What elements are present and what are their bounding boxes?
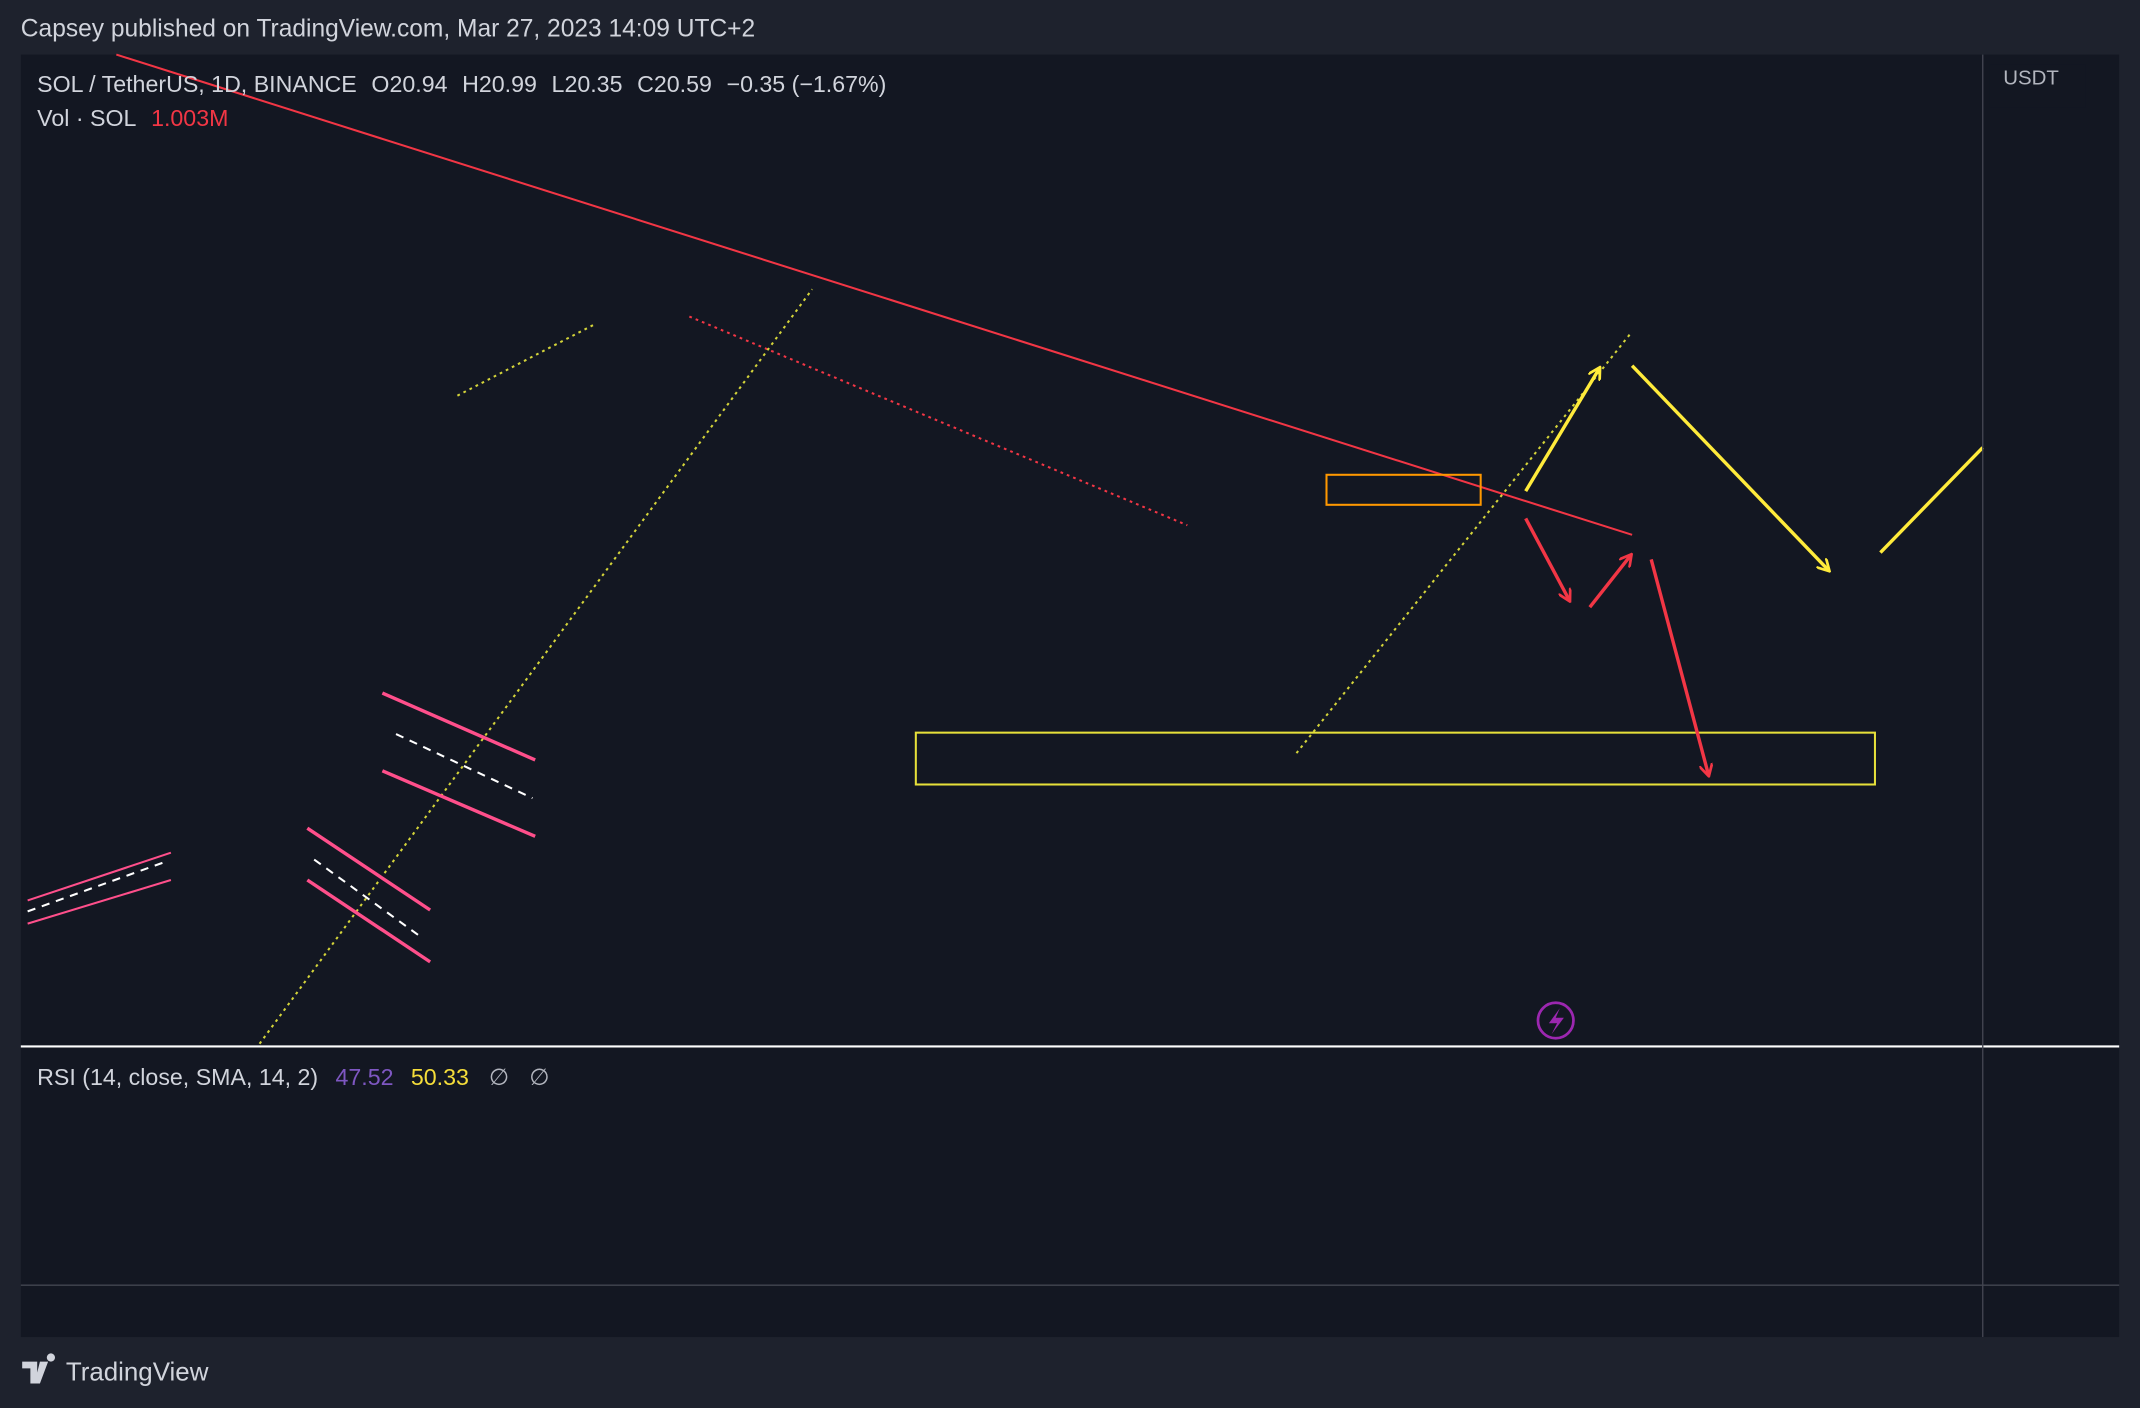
rsi-last: 47.52 bbox=[335, 1064, 393, 1090]
arrow bbox=[1524, 517, 1570, 600]
brand-logo bbox=[22, 1353, 55, 1384]
trendline bbox=[688, 315, 1188, 527]
legend: SOL / TetherUS, 1D, BINANCE O20.94 H20.9… bbox=[37, 71, 886, 97]
flag-line bbox=[306, 826, 432, 912]
brand: TradingView bbox=[66, 1359, 209, 1387]
alert-icon-bolt bbox=[1548, 1008, 1564, 1035]
legend-high: H20.99 bbox=[462, 71, 537, 97]
dashed-path bbox=[313, 858, 424, 940]
flag-line bbox=[27, 851, 172, 902]
axis-title-bg bbox=[1989, 64, 2086, 108]
legend-title: SOL / TetherUS, 1D, BINANCE bbox=[37, 71, 357, 97]
rsi-ma-last: 50.33 bbox=[411, 1064, 469, 1090]
flag-line bbox=[306, 878, 432, 964]
legend-change: −0.35 (−1.67%) bbox=[727, 71, 887, 97]
volume-last: 1.003M bbox=[151, 105, 228, 131]
chart-background bbox=[20, 54, 2120, 1338]
flag-line bbox=[27, 879, 172, 925]
trendline bbox=[116, 53, 1633, 536]
arrow bbox=[1588, 555, 1631, 609]
support-box bbox=[914, 731, 1876, 786]
axis-unit: USDT bbox=[2003, 67, 2059, 90]
publisher: Capsey published on TradingView.com, Mar… bbox=[21, 15, 755, 42]
trendline bbox=[258, 288, 813, 1045]
arrow bbox=[1630, 364, 1828, 571]
flag-line bbox=[381, 691, 536, 762]
legend-low: L20.35 bbox=[552, 71, 623, 97]
legend-open: O20.94 bbox=[371, 71, 447, 97]
trendline bbox=[1295, 330, 1633, 754]
volume-legend: Vol · SOL 1.003M bbox=[37, 105, 228, 131]
legend-close: C20.59 bbox=[637, 71, 712, 97]
rsi-legend: RSI (14, close, SMA, 14, 2) 47.52 50.33 … bbox=[37, 1064, 549, 1090]
flag-line bbox=[381, 769, 536, 838]
trendline bbox=[456, 323, 595, 397]
arrow bbox=[1879, 446, 1984, 554]
rsi-flag: ∅ bbox=[529, 1064, 549, 1090]
resistance-box bbox=[1325, 473, 1482, 506]
alert-icon[interactable] bbox=[1536, 1001, 1575, 1040]
arrow bbox=[1649, 558, 1708, 775]
arrow bbox=[1524, 368, 1600, 493]
dashed-path bbox=[395, 733, 533, 800]
rsi-title: RSI (14, close, SMA, 14, 2) bbox=[37, 1064, 318, 1090]
volume-name: Vol · SOL bbox=[37, 105, 136, 131]
dashed-path bbox=[27, 861, 165, 913]
rsi-flag: ∅ bbox=[489, 1064, 509, 1090]
drawings bbox=[27, 53, 1984, 1045]
